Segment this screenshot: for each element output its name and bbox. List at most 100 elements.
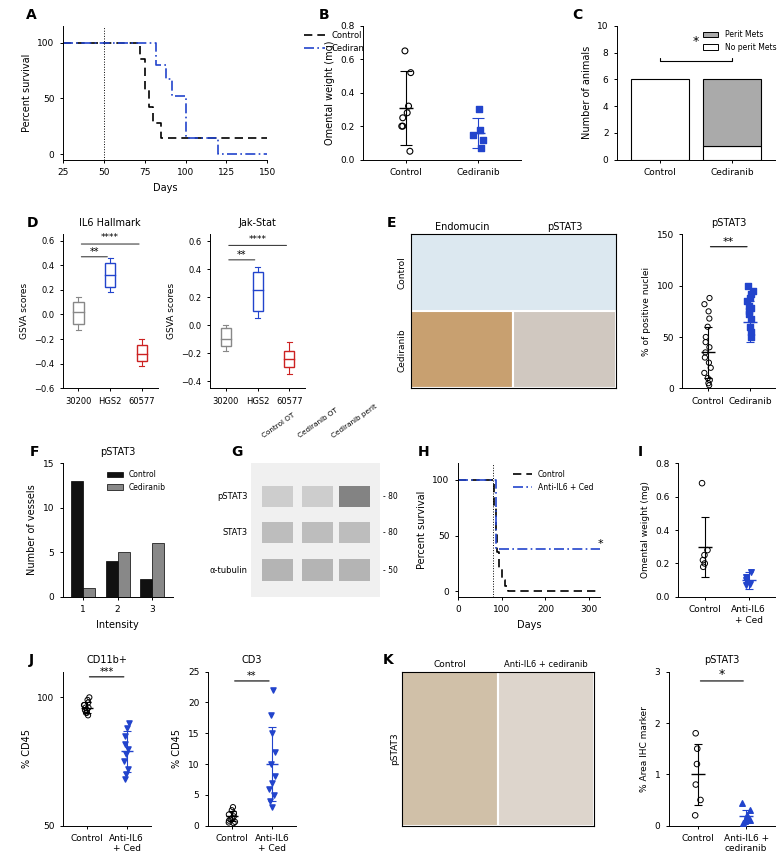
Point [691,742,703,756]
Point [228,809,240,823]
Point [743,814,756,827]
Point [122,762,135,776]
Text: Cediranib: Cediranib [397,328,406,372]
Bar [117,552,130,597]
Text: ***: *** [99,666,114,677]
Bar [262,522,294,544]
Point [268,788,280,802]
Point [265,727,278,740]
Bar [498,672,594,826]
Point [743,803,756,817]
Point [81,706,93,720]
Bar [703,79,761,146]
Text: **: ** [247,671,257,681]
Point [117,754,130,768]
Text: STAT3: STAT3 [223,528,248,538]
Point [123,716,135,730]
Point [121,742,134,756]
Point [745,565,757,579]
Point [739,814,752,828]
Point [695,793,707,807]
Point [743,299,756,313]
Text: pSTAT3: pSTAT3 [218,492,248,501]
Bar [411,389,514,465]
Bar [631,79,689,160]
Y-axis label: % of positive nuclei: % of positive nuclei [642,267,651,356]
Point [696,476,709,490]
Y-axis label: % CD45: % CD45 [172,729,182,768]
Point [395,120,408,133]
Y-axis label: % Area IHC marker: % Area IHC marker [640,706,649,791]
Point [699,335,712,349]
Point [80,706,92,720]
Y-axis label: Percent survival: Percent survival [417,491,427,569]
Point [267,684,280,697]
Text: pSTAT3: pSTAT3 [547,222,583,232]
Bar [402,672,498,826]
Text: - 80: - 80 [383,492,397,501]
Text: C: C [572,8,583,22]
Point [702,320,714,334]
Point [699,346,712,359]
Y-axis label: GSVA scores: GSVA scores [167,283,176,340]
Point [121,722,133,735]
Text: Endomucin: Endomucin [435,222,489,232]
Point [745,325,757,339]
Bar [71,481,83,597]
Point [269,770,281,783]
Bar [302,486,334,507]
Point [477,132,489,146]
Point [702,377,715,390]
Y-axis label: Percent survival: Percent survival [21,53,31,132]
Point [703,373,716,387]
Point [743,304,756,318]
Point [737,816,749,830]
Point [78,698,90,712]
Point [698,556,711,570]
Point [702,356,715,370]
X-axis label: Days: Days [153,182,177,193]
Text: Anti-IL6 + cediranib: Anti-IL6 + cediranib [504,660,588,669]
Point [79,701,92,715]
Text: I: I [637,445,642,459]
Bar [302,560,334,580]
Point [222,808,235,821]
Point [227,816,240,830]
Point [227,801,240,814]
Point [226,811,239,825]
Point [697,560,709,574]
Point [740,574,752,587]
Title: pSTAT3: pSTAT3 [704,655,740,666]
Text: E: E [387,216,396,230]
Text: A: A [26,8,37,22]
Point [118,772,131,786]
Text: **: ** [89,247,99,257]
Point [689,727,702,740]
Bar [302,522,334,544]
Point [82,701,95,715]
Y-axis label: Number of animals: Number of animals [582,46,591,139]
Legend: Control, Cediranib: Control, Cediranib [301,28,376,56]
Y-axis label: Omental weight (mg): Omental weight (mg) [325,40,335,145]
Legend: Perit Mets, No perit Mets: Perit Mets, No perit Mets [700,27,779,55]
Point [699,330,712,344]
Point [467,127,479,141]
Point [702,372,714,385]
Point [78,698,91,712]
Bar [152,544,164,597]
Point [742,279,755,292]
Point [81,693,94,707]
Title: CD3: CD3 [242,655,262,666]
Point [475,141,488,155]
Text: - 50: - 50 [383,566,398,574]
Bar [105,262,115,287]
Legend: Control, Cediranib: Control, Cediranib [104,467,169,494]
Y-axis label: GSVA scores: GSVA scores [20,283,28,340]
Bar [137,345,147,361]
Point [689,808,702,822]
Y-axis label: Number of vessels: Number of vessels [27,485,38,575]
Point [81,703,93,717]
Title: IL6 Hallmark: IL6 Hallmark [79,218,141,228]
Point [399,44,411,58]
Bar [106,562,117,597]
